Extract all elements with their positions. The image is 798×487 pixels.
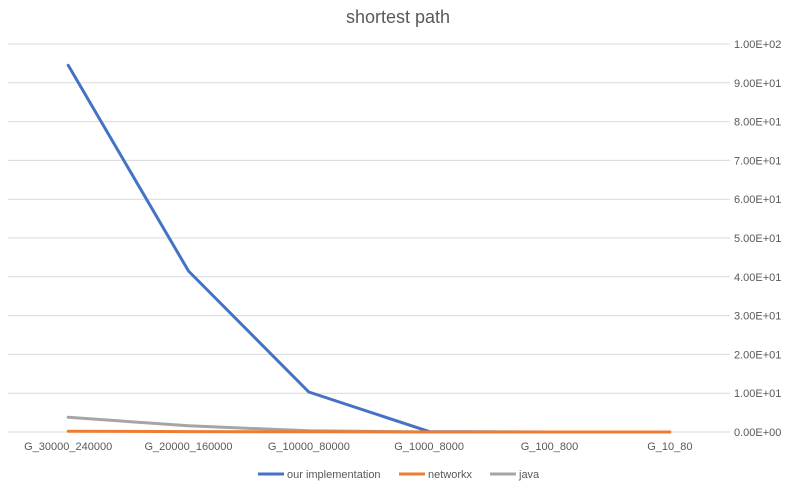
series-line-networkx: [66, 429, 672, 434]
y-tick-label: 6.00E+01: [734, 194, 781, 206]
series-lines: [66, 63, 672, 434]
x-tick-label: G_100_800: [521, 441, 579, 453]
legend: our implementation networkx java: [258, 469, 540, 481]
x-tick-label: G_10_80: [647, 441, 692, 453]
x-tick-label: G_10000_80000: [268, 441, 350, 453]
series-line-our-implementation: [66, 63, 672, 434]
legend-label: networkx: [428, 469, 473, 481]
y-tick-label: 8.00E+01: [734, 117, 781, 129]
y-tick-label: 5.00E+01: [734, 233, 781, 245]
y-tick-label: 3.00E+01: [734, 311, 781, 323]
y-tick-label: 1.00E+02: [734, 39, 781, 51]
y-tick-label: 7.00E+01: [734, 155, 781, 167]
y-tick-label: 1.00E+01: [734, 388, 781, 400]
y-tick-label: 0.00E+00: [734, 427, 781, 439]
chart-title: shortest path: [346, 7, 450, 27]
x-tick-label: G_20000_160000: [144, 441, 232, 453]
series-line-java: [66, 415, 672, 434]
y-axis-ticks: 0.00E+00 1.00E+01 2.00E+01 3.00E+01 4.00E+01…: [734, 39, 781, 439]
x-tick-label: G_1000_8000: [394, 441, 464, 453]
gridlines: [8, 43, 730, 433]
y-tick-label: 4.00E+01: [734, 272, 781, 284]
x-tick-label: G_30000_240000: [24, 441, 112, 453]
x-axis-ticks: G_30000_240000 G_20000_160000 G_10000_8000…: [24, 441, 692, 453]
legend-label: java: [518, 469, 540, 481]
y-tick-label: 9.00E+01: [734, 78, 781, 90]
y-tick-label: 2.00E+01: [734, 349, 781, 361]
legend-label: our implementation: [287, 469, 381, 481]
